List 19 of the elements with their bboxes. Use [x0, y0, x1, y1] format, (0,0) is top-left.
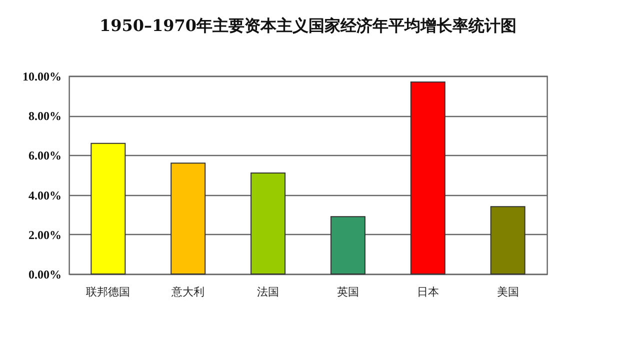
x-tick-label: 英国: [336, 286, 359, 298]
y-tick-label: 6.00%: [28, 148, 62, 163]
x-tick-label: 美国: [496, 286, 519, 298]
y-tick-label: 4.00%: [28, 188, 62, 202]
bar: [250, 172, 286, 274]
x-tick-label: 意大利: [170, 286, 205, 298]
bar: [410, 81, 446, 274]
y-tick-label: 2.00%: [28, 228, 62, 242]
x-tick-label: 联邦德国: [86, 286, 130, 298]
bar: [170, 162, 206, 274]
chart-title: 1950–1970年主要资本主义国家经济年平均增长率统计图: [99, 16, 517, 35]
bar: [330, 216, 366, 274]
y-tick-label: 0.00%: [28, 268, 62, 282]
bar: [490, 206, 526, 274]
y-tick-label: 8.00%: [28, 109, 62, 124]
bar: [90, 142, 126, 274]
y-tick-label: 10.00%: [22, 70, 62, 84]
x-tick-label: 法国: [257, 286, 280, 298]
x-tick-label: 日本: [416, 286, 439, 298]
